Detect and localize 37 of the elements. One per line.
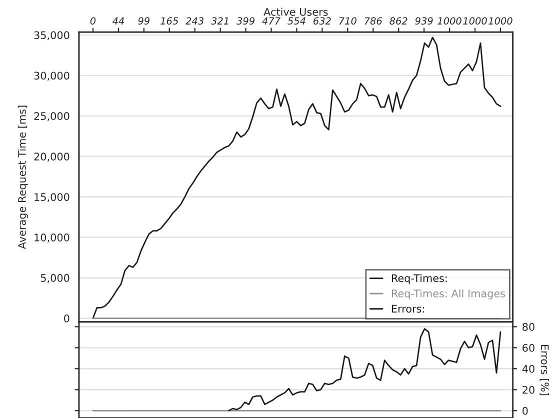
y-tick-label: 20 <box>522 386 534 394</box>
text: 786 <box>364 17 382 25</box>
y-tick-label: 25,000 <box>34 112 70 122</box>
text: 1000 <box>488 17 512 25</box>
text: 554 <box>288 17 306 25</box>
y-tick-label: 15,000 <box>34 193 70 202</box>
y-tick-label: 30,000 <box>34 72 70 81</box>
text: 710 <box>339 17 356 25</box>
text: 321 <box>211 17 228 25</box>
y-tick-label: 0 <box>522 406 528 415</box>
legend-label: Req-Times: All Images <box>392 289 506 300</box>
y-tick-label: 0 <box>64 314 70 322</box>
text: 0 <box>90 17 96 25</box>
y-tick-label: 80 <box>522 322 534 331</box>
y-tick-label: 40 <box>522 364 534 373</box>
text: 399 <box>236 17 254 25</box>
text: 632 <box>314 17 331 25</box>
text: 44 <box>112 17 124 24</box>
y-tick-label: 20,000 <box>34 152 70 162</box>
y-axis-title: Errors [%] <box>540 344 549 396</box>
text: 243 <box>186 17 204 25</box>
series-label: Errors: <box>392 304 424 313</box>
text: 99 <box>138 17 150 25</box>
y-tick-label: 35,000 <box>34 31 70 40</box>
line-series <box>228 328 502 412</box>
text: 939 <box>415 17 433 25</box>
text: 1000 <box>438 17 462 25</box>
x2-axis-title: Active Users <box>264 8 328 16</box>
y-tick-label: 60 <box>522 344 534 352</box>
text: 862 <box>390 17 408 25</box>
legend-label: Req-Times: <box>392 274 447 284</box>
y-axis-title: Average Request Time [ms] <box>18 106 28 250</box>
y-tick-label: 10,000 <box>34 234 70 243</box>
text: 165 <box>160 17 178 25</box>
y-tick-label: 5,000 <box>40 274 70 283</box>
text: 477 <box>262 17 280 24</box>
text: 1000 <box>463 17 487 25</box>
